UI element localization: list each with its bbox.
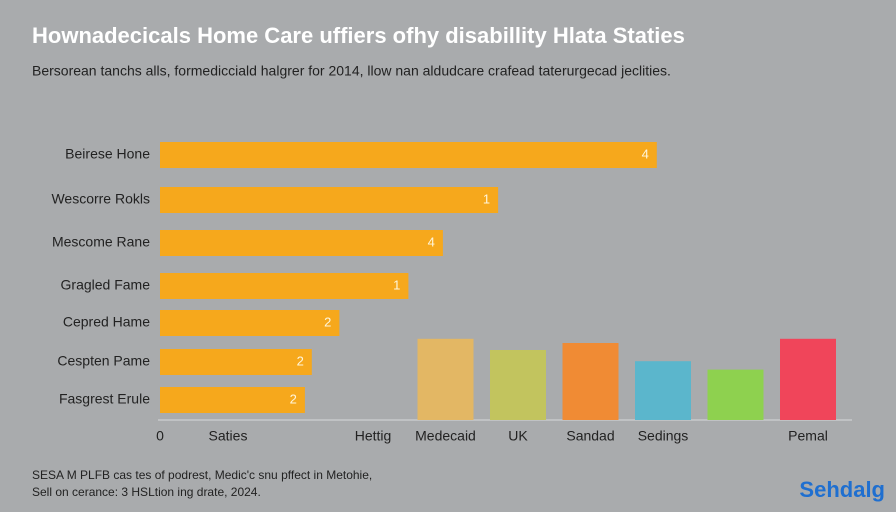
category-label: Wescorre Rokls <box>51 191 150 207</box>
bar-annotation: 4 <box>642 146 649 161</box>
bar <box>490 350 546 420</box>
x-tick-label: UK <box>508 428 528 444</box>
bar-annotation: 4 <box>428 234 435 249</box>
bar-annotation: 2 <box>290 391 297 406</box>
bar-annotation: 2 <box>324 314 331 329</box>
category-label: Cepred Hame <box>63 314 150 330</box>
bar-annotation: 1 <box>483 191 490 206</box>
bar <box>160 230 443 256</box>
bar <box>160 310 340 336</box>
x-tick-label: 0 <box>156 428 164 444</box>
chart-subtitle: Bersorean tanchs alls, formedicciald hal… <box>32 63 671 79</box>
footer-line: Sell on cerance: 3 HSLtion ing drate, 20… <box>32 485 261 499</box>
x-tick-label: Pemal <box>788 428 828 444</box>
bar <box>160 387 305 413</box>
bar <box>417 338 474 420</box>
x-tick-label: Sedings <box>638 428 689 444</box>
bar <box>160 187 499 213</box>
category-label: Cespten Pame <box>57 353 150 369</box>
chart-title: Hownadecicals Home Care uffiers ofhy dis… <box>32 23 685 48</box>
bar <box>160 142 657 168</box>
bar-annotation: 2 <box>297 353 304 368</box>
x-tick-label: Saties <box>209 428 248 444</box>
logo: Sehdalg <box>799 477 885 502</box>
category-label: Mescome Rane <box>52 234 150 250</box>
bar-annotation: 1 <box>393 277 400 292</box>
bar <box>160 349 312 375</box>
x-tick-label: Medecaid <box>415 428 476 444</box>
category-label: Gragled Fame <box>61 277 151 293</box>
bar <box>635 361 691 420</box>
category-label: Fasgrest Erule <box>59 391 150 407</box>
x-tick-label: Sandad <box>566 428 614 444</box>
bar <box>562 343 619 420</box>
bar <box>160 273 409 299</box>
bar <box>780 338 836 420</box>
x-tick-label: Hettig <box>355 428 392 444</box>
category-label: Beirese Hone <box>65 146 150 162</box>
footer-line: SESA M PLFB cas tes of podrest, Medic'c … <box>32 468 372 482</box>
bar <box>707 369 764 420</box>
